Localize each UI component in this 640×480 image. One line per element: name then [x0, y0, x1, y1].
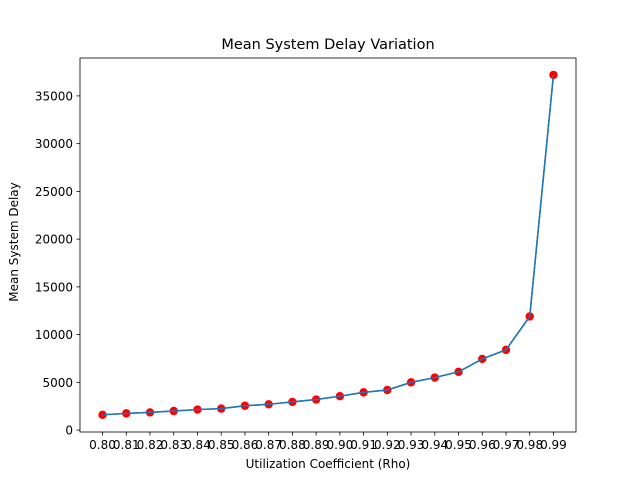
x-tick-label: 0.95	[445, 438, 472, 452]
x-tick-label: 0.93	[398, 438, 425, 452]
y-tick-label: 20000	[35, 233, 73, 247]
series-line-overlay	[102, 74, 555, 416]
x-tick-label: 0.90	[327, 438, 354, 452]
y-tick-label: 35000	[35, 89, 73, 103]
x-tick-label: 0.97	[493, 438, 520, 452]
plot-area: 0.800.810.820.830.840.850.860.870.880.89…	[35, 57, 577, 452]
x-tick-label: 0.96	[469, 438, 496, 452]
x-tick-label: 0.89	[303, 438, 330, 452]
x-axis-label: Utilization Coefficient (Rho)	[246, 457, 411, 471]
y-axis-label: Mean System Delay	[7, 182, 21, 301]
x-tick-label: 0.80	[89, 438, 116, 452]
y-tick-label: 15000	[35, 280, 73, 294]
y-tick-label: 10000	[35, 328, 73, 342]
x-tick-label: 0.83	[160, 438, 187, 452]
y-tick-label: 5000	[42, 376, 73, 390]
x-tick-label: 0.87	[255, 438, 282, 452]
y-tick-label: 30000	[35, 137, 73, 151]
y-tick-label: 0	[65, 424, 73, 438]
x-tick-label: 0.99	[540, 438, 567, 452]
x-tick-label: 0.85	[208, 438, 235, 452]
x-tick-label: 0.98	[516, 438, 543, 452]
x-tick-label: 0.94	[421, 438, 448, 452]
x-tick-label: 0.91	[350, 438, 377, 452]
x-tick-label: 0.88	[279, 438, 306, 452]
axes-frame	[79, 57, 577, 433]
x-tick-label: 0.81	[113, 438, 140, 452]
y-tick-label: 25000	[35, 185, 73, 199]
chart-title: Mean System Delay Variation	[221, 37, 434, 53]
x-tick-label: 0.86	[232, 438, 259, 452]
x-tick-label: 0.92	[374, 438, 401, 452]
x-tick-label: 0.82	[137, 438, 164, 452]
x-tick-label: 0.84	[184, 438, 211, 452]
